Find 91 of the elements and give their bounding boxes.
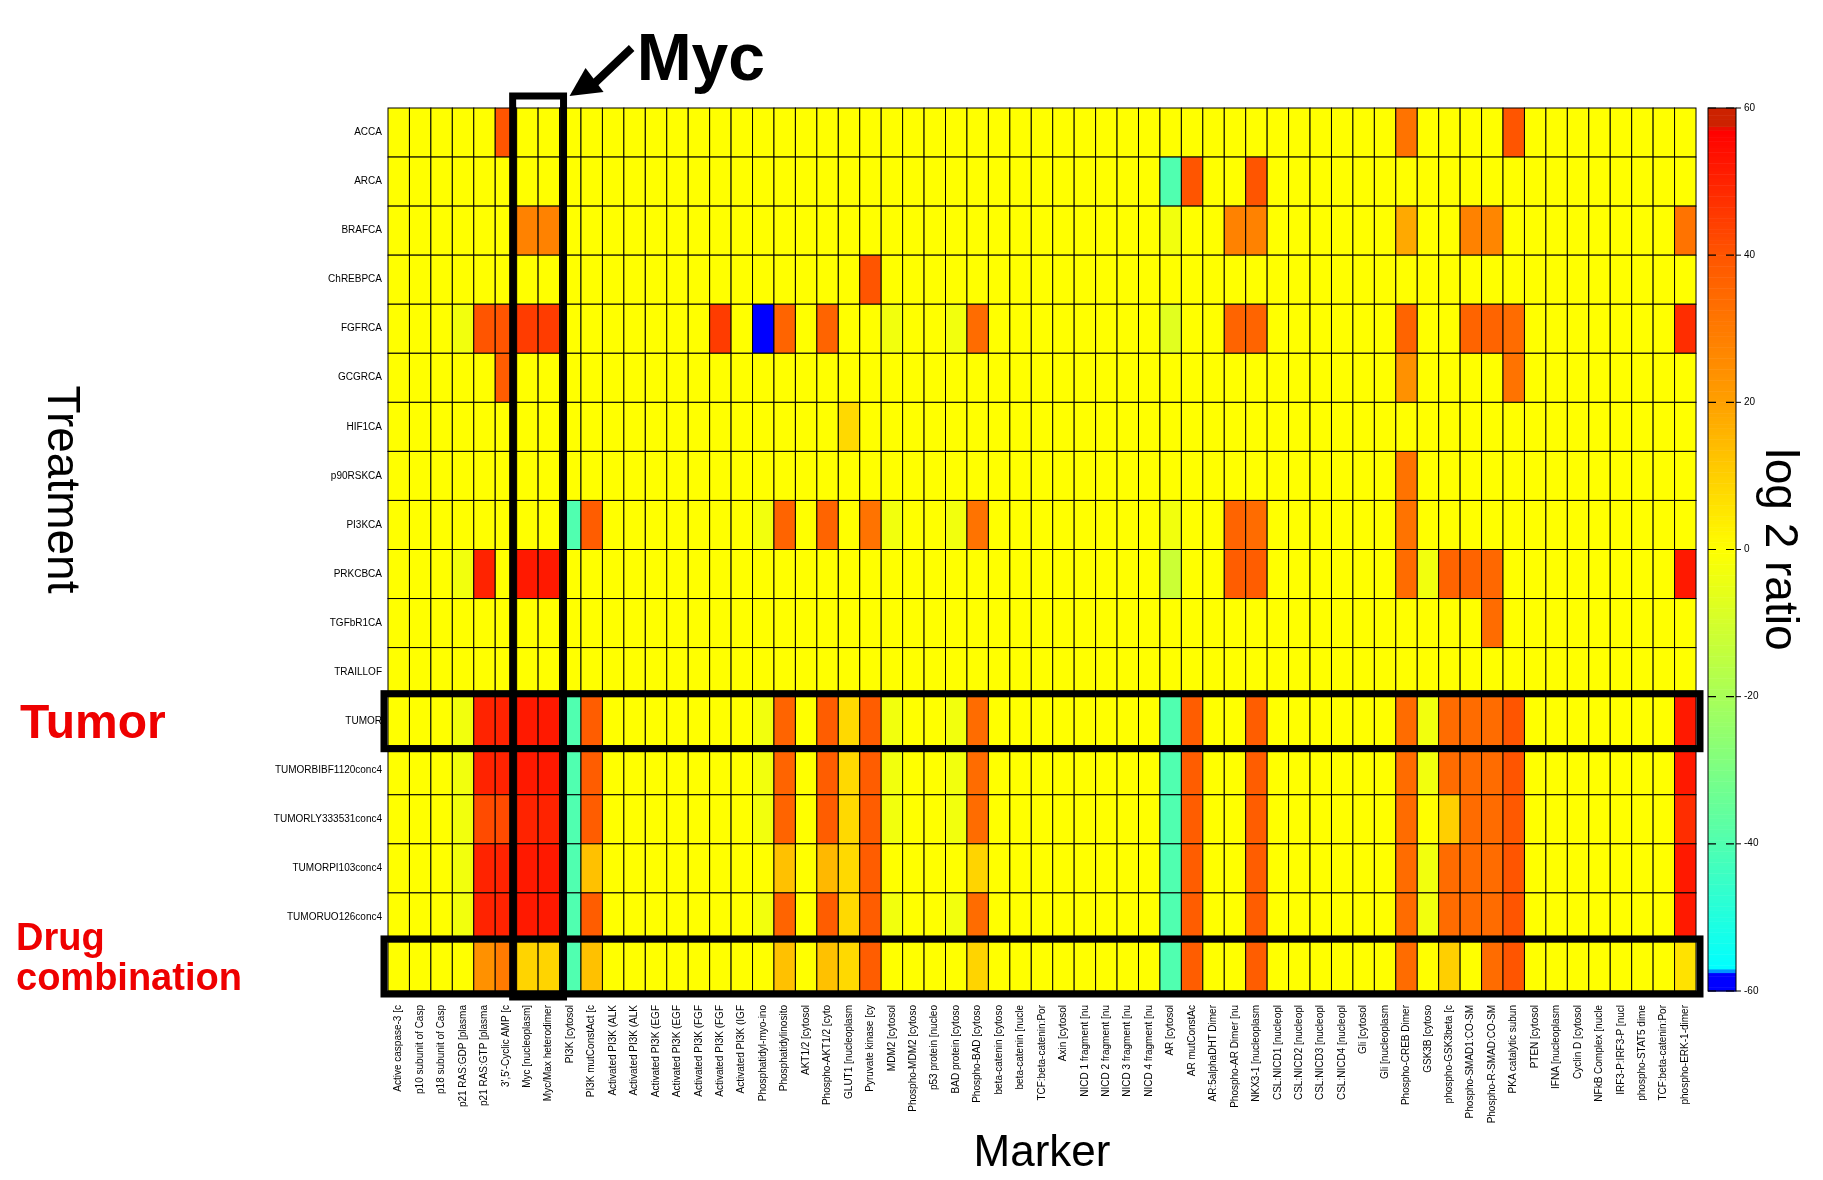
color-bar-title: log 2 ratio [1756,448,1808,651]
x-tick-label: PI3K [cytosol [563,1005,575,1064]
x-tick-label: PKA catalytic subun [1507,1005,1519,1094]
x-tick-label: BAD protein [cytoso [949,1004,961,1094]
x-tick-label: p18 subunit of Casp [435,1004,447,1094]
x-tick-label: Activated PI3K (EGF [671,1005,683,1098]
y-tick-label: PRKCBCA [333,567,383,579]
x-tick-label: Gli [cytosol [1357,1005,1369,1054]
x-tick-label: PI3K mutConstAct [c [585,1005,597,1098]
y-tick-label: HIF1CA [346,420,383,432]
color-bar-label: 0 [1744,543,1750,555]
x-tick-label: CSL:NICD2 [nucleopl [1292,1005,1304,1101]
y-tick-label: TUMORBIBF1120conc4 [274,763,383,775]
y-tick-label: TRAILLOF [334,665,382,677]
x-tick-label: PTEN [cytosol [1528,1005,1540,1069]
x-tick-label: Activated PI3K (FGF [692,1005,704,1097]
y-tick-label: ACCA [354,126,383,138]
y-tick-label: PI3KCA [346,518,383,530]
x-tick-label: TCF:beta-catenin:Por [1657,1004,1669,1101]
x-tick-label: Activated PI3K (ALK [606,1004,618,1096]
y-tick-label: TUMORUO126conc4 [286,911,383,923]
x-tick-label: TCF:beta-catenin:Por [1035,1004,1047,1101]
x-tick-label: Myc/Max heterodimer [542,1004,554,1102]
y-tick-label: ARCA [354,175,383,187]
y-tick-label: TUMORLY333531conc4 [273,812,383,824]
x-tick-label: p53 protein [nucleo [928,1004,940,1091]
x-tick-label: Phospho-MDM2 [cytoso [906,1004,918,1112]
color-bar-label: 40 [1744,248,1756,260]
x-tick-label: phospho-STAT5 dime [1636,1004,1648,1101]
x-tick-label: AKT1/2 [cytosol [799,1005,811,1076]
y-tick-label: p90RSKCA [330,469,383,481]
x-tick-label: CSL:NICD4 [nucleopl [1335,1005,1347,1101]
x-tick-label: Myc [nucleoplasm] [521,1004,533,1088]
x-tick-label: Cyclin D [cytosol [1571,1005,1583,1079]
y-tick-label: ChREBPCA [328,273,383,285]
x-tick-label: CSL:NICD1 [nucleopl [1271,1005,1283,1101]
x-tick-label: Phospho-R-SMAD:CO-SM [1485,1005,1497,1124]
x-tick-label: AR mutConstAc [1185,1005,1197,1077]
x-tick-label: Pyruvate kinase [cy [864,1005,876,1092]
x-tick-label: AR [cytosol [1164,1005,1176,1056]
color-bar-label: -40 [1744,837,1759,849]
x-tick-label: phospho-GSK3beta [c [1443,1005,1455,1104]
text: Myc [636,20,766,94]
y-tick-label: BRAFCA [341,224,383,236]
x-tick-label: NKX3-1 [nucleoplasm [1250,1005,1262,1102]
x-tick-label: MDM2 [cytosol [885,1005,897,1072]
x-tick-label: NICD 4 fragment [nu [1142,1005,1154,1097]
y-tick-label: TUMOR [345,714,382,726]
x-tick-label: phospho-ERK-1-dimer [1678,1004,1690,1105]
x-tick-label: Phosphatidylinosito [778,1004,790,1092]
text: Drug combination [16,915,242,998]
x-tick-label: Activated PI3K (IGF [735,1005,747,1094]
x-tick-label: Phospho-CREB Dimer [1400,1004,1412,1106]
x-tick-label: beta-catenin [nucle [1014,1004,1026,1090]
x-tick-label: AR:5alphaDHT Dimer [1207,1004,1219,1102]
x-tick-label: Phospho-AKT1/2 [cyto [821,1004,833,1106]
x-tick-label: p10 subunit of Casp [413,1004,425,1094]
x-tick-label: Activated PI3K (ALK [628,1004,640,1096]
x-tick-label: Gli [nucleoplasm [1378,1005,1390,1079]
x-tick-label: beta-catenin [cytoso [992,1004,1004,1095]
x-tick-label: p21 RAS:GDP [plasma [456,1004,468,1108]
x-tick-label: Activated PI3K (EGF [649,1005,661,1098]
x-tick-label: CSL:NICD3 [nucleopl [1314,1005,1326,1101]
color-bar-label: 20 [1744,395,1756,407]
x-tick-label: Phosphatidyl-myo-ino [756,1004,768,1102]
x-tick-label: Phospho-SMAD1:CO-SM [1464,1005,1476,1119]
x-tick-label: Axin [cytosol [1057,1005,1069,1062]
y-axis-title: Treatment [38,385,90,594]
x-tick-label: NICD 2 fragment [nu [1099,1005,1111,1097]
y-tick-label: TUMORPI103conc4 [292,862,383,873]
x-tick-label: NFkB Complex [nucle [1593,1004,1605,1102]
x-tick-label: IFNA [nucleoplasm [1550,1005,1562,1089]
text: Tumor [20,695,166,749]
x-tick-label: NICD 3 fragment [nu [1121,1005,1133,1097]
x-tick-label: GSK3B [cytoso [1421,1004,1433,1073]
y-tick-label: TGFbR1CA [329,616,383,628]
x-tick-label: Phospho-AR Dimer [nu [1228,1005,1240,1108]
color-bar-label: 60 [1744,101,1756,113]
y-tick-label: FGFRCA [340,322,383,334]
x-tick-label: NICD 1 fragment [nu [1078,1005,1090,1097]
x-tick-label: p21 RAS:GTP [plasma [478,1004,490,1106]
x-tick-label: Active caspase-3 [c [392,1005,404,1092]
color-bar-label: -60 [1744,984,1759,996]
x-tick-label: Phospho-BAD [cytoso [971,1004,983,1103]
x-tick-label: IRF3-P:IRF3-P [nucl [1614,1005,1626,1095]
x-tick-label: GLUT1 [nucleoplasm [842,1005,854,1099]
color-bar-label: -20 [1744,690,1759,702]
x-tick-label: Activated PI3K (FGF [714,1005,725,1097]
x-axis-title: Marker [973,1126,1111,1175]
x-tick-label: 3',5'-Cyclic AMP [c [499,1005,511,1087]
y-tick-label: GCGRCA [338,371,383,383]
